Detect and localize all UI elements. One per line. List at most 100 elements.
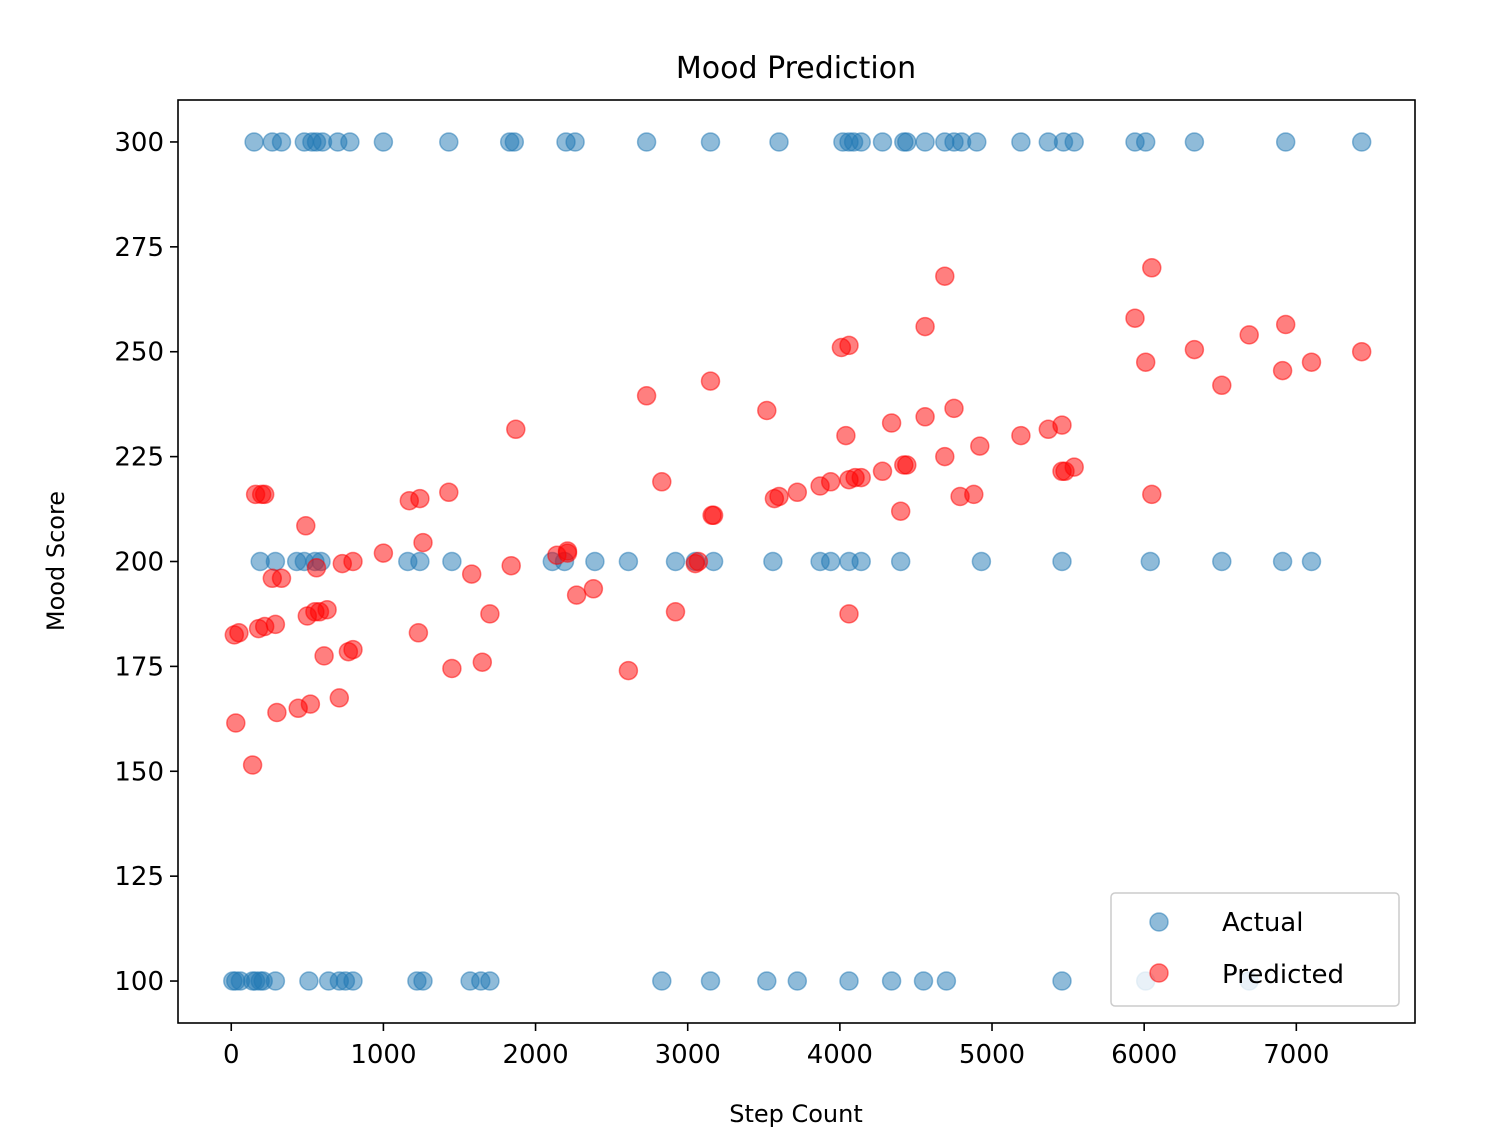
data-point: [271, 568, 292, 589]
data-point: [1275, 314, 1296, 335]
data-point: [1052, 971, 1072, 991]
data-point: [787, 971, 808, 991]
data-point: [1272, 360, 1293, 381]
data-point: [343, 971, 363, 991]
y-tick-label: 100: [114, 967, 164, 997]
data-point: [506, 419, 526, 440]
data-point: [890, 501, 911, 521]
data-point: [1301, 352, 1322, 372]
data-point: [413, 971, 433, 991]
data-point: [769, 132, 789, 152]
data-point: [915, 316, 935, 337]
data-point: [872, 132, 893, 152]
data-point: [964, 484, 984, 505]
legend-label-actual: Actual: [1222, 908, 1303, 938]
data-point: [271, 132, 292, 152]
data-point: [1275, 132, 1296, 152]
data-point: [1351, 341, 1372, 362]
y-axis-label: Mood Score: [42, 491, 70, 631]
data-point: [757, 400, 777, 421]
data-point: [1064, 457, 1084, 477]
data-point: [265, 551, 286, 572]
x-axis-label: Step Count: [729, 1100, 863, 1128]
x-tick-label: 0: [223, 1040, 240, 1070]
data-point: [566, 585, 587, 605]
x-tick-label: 6000: [1111, 1040, 1177, 1070]
data-point: [967, 132, 987, 152]
data-point: [1011, 132, 1031, 152]
data-point: [329, 688, 350, 708]
data-point: [408, 623, 429, 643]
data-point: [340, 132, 360, 152]
data-point: [703, 505, 724, 526]
data-point: [254, 484, 275, 505]
data-point: [1052, 415, 1072, 435]
y-tick-label: 275: [114, 233, 164, 263]
data-point: [229, 623, 249, 643]
data-point: [652, 971, 672, 991]
data-point: [936, 971, 957, 991]
data-point: [820, 551, 841, 572]
data-point: [970, 436, 990, 456]
data-point: [881, 971, 902, 991]
data-point: [299, 971, 319, 991]
data-point: [1142, 484, 1162, 505]
data-point: [583, 579, 604, 599]
data-point: [557, 543, 578, 563]
data-point: [636, 386, 657, 406]
y-tick-label: 300: [114, 128, 164, 158]
data-point: [700, 371, 721, 391]
data-point: [442, 551, 462, 572]
data-point: [265, 971, 286, 991]
data-point: [1140, 551, 1161, 572]
data-point: [343, 639, 363, 660]
data-point: [242, 755, 263, 775]
x-tick-label: 3000: [655, 1040, 721, 1070]
data-point: [851, 132, 871, 152]
y-tick-label: 125: [114, 862, 164, 892]
data-point: [1301, 551, 1322, 572]
data-point: [1135, 132, 1156, 152]
data-point: [1142, 258, 1162, 278]
data-point: [665, 551, 686, 572]
data-point: [1011, 425, 1031, 446]
data-point: [763, 551, 783, 572]
data-point: [1052, 551, 1072, 572]
data-point: [480, 604, 500, 624]
data-point: [1212, 551, 1232, 572]
data-point: [439, 482, 459, 503]
data-point: [439, 132, 459, 152]
data-point: [314, 646, 334, 666]
data-point: [836, 425, 856, 446]
legend-box: [1110, 892, 1400, 1007]
y-tick-label: 175: [114, 652, 164, 682]
data-point: [1272, 551, 1293, 572]
series-predicted: [224, 258, 1372, 775]
plot-area: [223, 132, 1372, 991]
data-point: [1351, 132, 1372, 152]
data-point: [1239, 325, 1259, 345]
data-point: [890, 551, 911, 572]
data-point: [915, 407, 935, 427]
data-point: [944, 398, 964, 419]
data-point: [618, 551, 639, 572]
data-point: [306, 558, 327, 578]
data-point: [618, 660, 639, 681]
data-point: [480, 971, 500, 991]
data-point: [636, 132, 657, 152]
data-point: [897, 132, 917, 152]
data-point: [913, 971, 934, 991]
x-tick-label: 7000: [1263, 1040, 1329, 1070]
x-axis: 0 1000 2000 3000 4000 5000 6000 7000: [223, 1023, 1329, 1070]
data-point: [757, 971, 777, 991]
data-point: [688, 551, 709, 572]
x-tick-label: 2000: [502, 1040, 568, 1070]
data-point: [317, 599, 337, 620]
data-point: [915, 132, 935, 152]
data-point: [1064, 132, 1084, 152]
legend-marker-predicted: [1149, 963, 1169, 983]
data-point: [373, 132, 394, 152]
data-point: [851, 551, 871, 572]
data-point: [504, 132, 525, 152]
y-tick-label: 250: [114, 338, 164, 368]
